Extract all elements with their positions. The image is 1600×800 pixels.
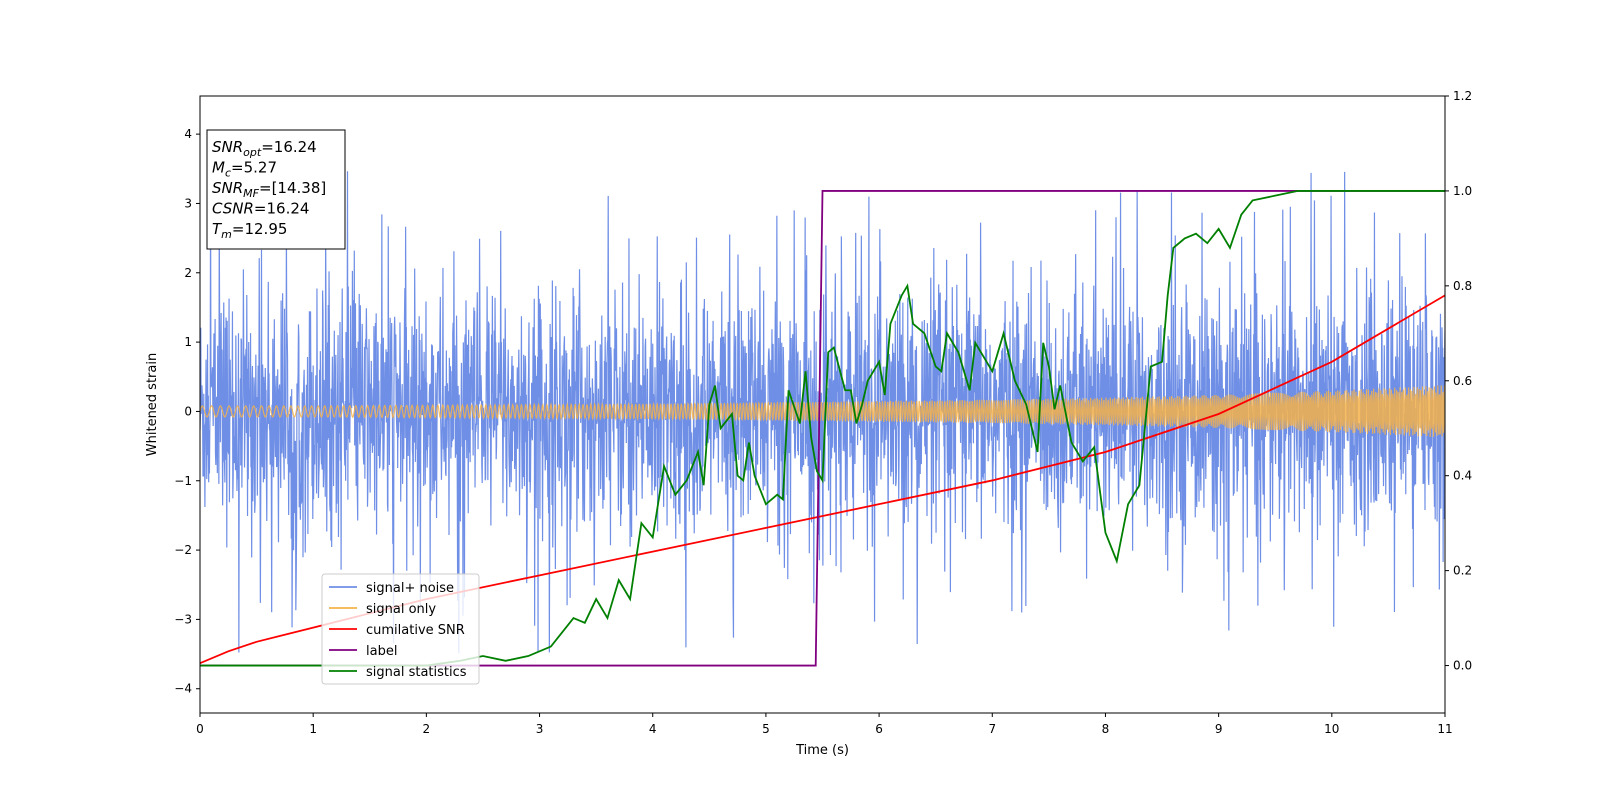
legend-label: label	[366, 644, 397, 659]
series-label-line	[200, 190, 1445, 667]
x-tick-label: 9	[1215, 722, 1223, 736]
y-tick-label: −2	[174, 543, 192, 557]
info-value: =16.24	[254, 200, 310, 218]
info-value: =5.27	[231, 159, 277, 177]
x-tick-label: 11	[1437, 722, 1452, 736]
info-line: Mc=5.27	[212, 159, 277, 180]
y-tick-label: −4	[174, 682, 192, 696]
info-box-frame	[206, 129, 346, 250]
axes: 0 1 2 3 4 5 6 7 8 9 10 11 −4 −3 −2 −1 0 1 2 3 4 0.0 0.2 0.4 0.6 0…	[174, 89, 1472, 736]
info-line: CSNR=16.24	[212, 200, 309, 218]
info-symbol: T	[212, 220, 223, 238]
legend-label: signal+ noise	[366, 581, 454, 596]
info-subscript: c	[225, 167, 231, 180]
y-tick-label: 2	[184, 266, 192, 280]
y-tick-label: 0	[184, 404, 192, 418]
x-tick-label: 5	[762, 722, 770, 736]
y-right-tick-label: 0.4	[1453, 469, 1472, 483]
info-value: =16.24	[261, 138, 317, 156]
x-tick-label: 7	[988, 722, 996, 736]
series-signal-statistics-line	[200, 190, 1445, 667]
info-symbol: SNR	[212, 138, 243, 156]
series-cumulative-snr-line	[200, 294, 1445, 664]
y-tick-label: −3	[174, 612, 192, 626]
y-right-tick-label: 0.8	[1453, 279, 1472, 293]
plot-area	[200, 171, 1445, 667]
y-right-tick-label: 1.2	[1453, 89, 1472, 103]
info-line: SNRopt=16.24	[212, 138, 317, 159]
info-subscript: MF	[243, 187, 259, 200]
x-tick-label: 0	[196, 722, 204, 736]
legend-frame	[321, 573, 480, 685]
info-line: SNRMF=[14.38]	[212, 179, 326, 200]
y-right-tick-label: 0.2	[1453, 564, 1472, 578]
legend-label: signal statistics	[366, 665, 467, 680]
axes-frame	[199, 95, 1446, 714]
plot-clip	[200, 171, 1445, 667]
y-tick-label: −1	[174, 474, 192, 488]
x-tick-label: 8	[1102, 722, 1110, 736]
info-line: Tm=12.95	[212, 220, 287, 241]
x-axis-label: Time (s)	[795, 743, 849, 758]
x-tick-label: 10	[1324, 722, 1339, 736]
legend-label: signal only	[366, 602, 436, 617]
legend: signal+ noise signal only cumilative SNR la…	[321, 573, 480, 685]
y-axis-label: Whitened strain	[145, 353, 160, 456]
y-right-tick-label: 0.6	[1453, 374, 1472, 388]
x-tick-label: 6	[875, 722, 883, 736]
x-tick-label: 1	[309, 722, 317, 736]
info-subscript: m	[221, 228, 232, 241]
info-symbol: CSNR	[212, 200, 254, 218]
info-value: =[14.38]	[259, 179, 326, 197]
x-tick-label: 4	[649, 722, 657, 736]
x-tick-label: 2	[423, 722, 431, 736]
x-tick-label: 3	[536, 722, 544, 736]
info-box: SNRopt=16.24Mc=5.27SNRMF=[14.38]CSNR=16.…	[206, 129, 346, 250]
info-subscript: opt	[243, 146, 262, 159]
info-value: =12.95	[232, 220, 288, 238]
info-symbol: SNR	[212, 179, 243, 197]
info-symbol: M	[212, 159, 225, 177]
y-tick-label: 4	[184, 127, 192, 141]
y-right-tick-label: 0.0	[1453, 659, 1472, 673]
y-tick-label: 1	[184, 335, 192, 349]
y-right-tick-label: 1.0	[1453, 184, 1472, 198]
y-tick-label: 3	[184, 196, 192, 210]
legend-label: cumilative SNR	[366, 623, 465, 638]
